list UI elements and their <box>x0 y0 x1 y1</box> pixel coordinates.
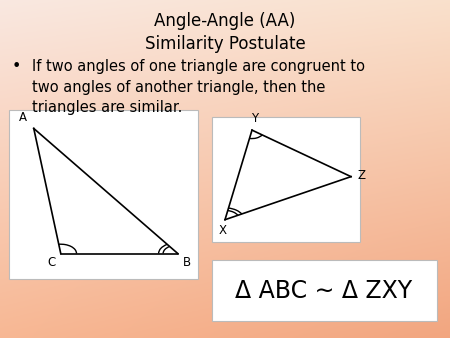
Text: Δ ABC ∼ Δ ZXY: Δ ABC ∼ Δ ZXY <box>235 279 413 303</box>
Text: •: • <box>11 59 21 74</box>
Text: Similarity Postulate: Similarity Postulate <box>144 35 306 53</box>
Text: Angle-Angle (AA): Angle-Angle (AA) <box>154 12 296 30</box>
Text: A: A <box>19 112 27 124</box>
Text: If two angles of one triangle are congruent to
two angles of another triangle, t: If two angles of one triangle are congru… <box>32 59 364 115</box>
Text: B: B <box>183 256 191 269</box>
Text: X: X <box>219 224 227 237</box>
Text: Z: Z <box>358 169 366 183</box>
Text: Y: Y <box>251 113 258 125</box>
FancyBboxPatch shape <box>212 117 360 242</box>
FancyBboxPatch shape <box>9 110 198 279</box>
FancyBboxPatch shape <box>212 260 436 321</box>
Text: C: C <box>47 256 55 269</box>
